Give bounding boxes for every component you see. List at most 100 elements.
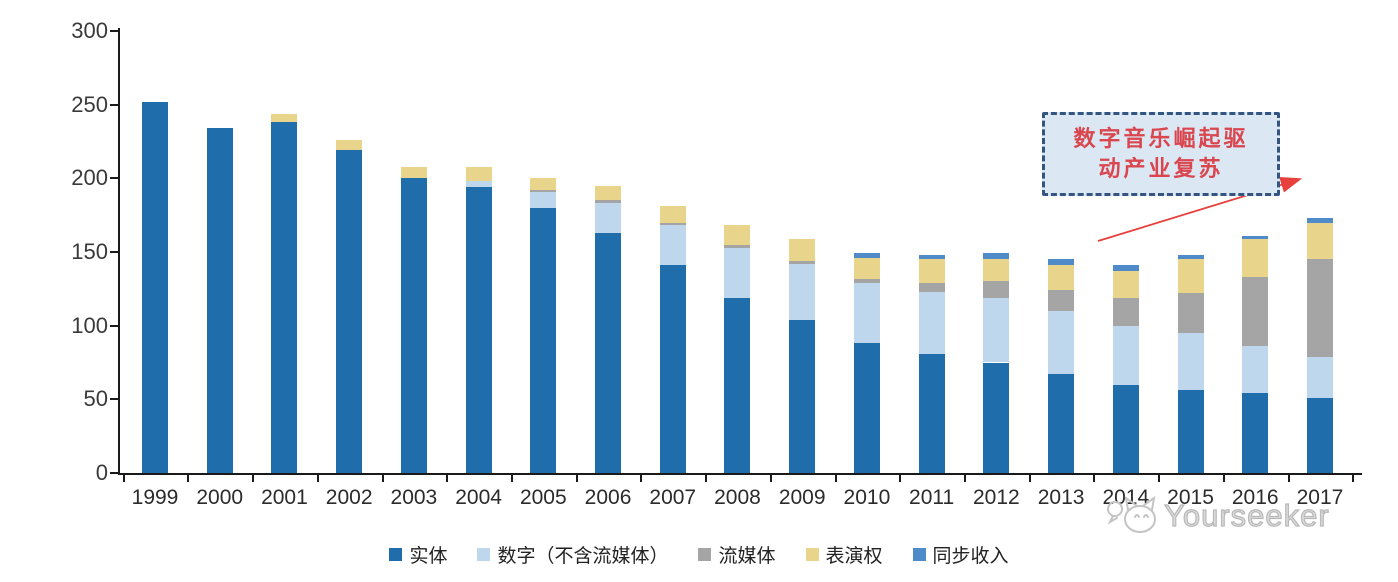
bar-segment-2016: [1242, 277, 1269, 347]
legend-item: 数字（不含流媒体）: [477, 541, 668, 568]
legend-label: 流媒体: [718, 546, 776, 567]
legend-label: 实体: [409, 546, 448, 567]
x-axis-tick: [187, 474, 190, 482]
legend-label: 同步收入: [932, 546, 1009, 567]
bar-segment-2014: [1112, 384, 1139, 473]
bar-segment-2000: [206, 128, 233, 473]
bar-segment-2015: [1177, 390, 1204, 473]
x-axis-label-2001: 2001: [261, 486, 308, 509]
annotation-line-2: 动产业复苏: [1098, 156, 1224, 181]
bar-segment-2005: [530, 191, 557, 208]
legend-item: 同步收入: [912, 541, 1009, 568]
bar-segment-2015: [1177, 293, 1204, 334]
bar-segment-2011: [918, 291, 945, 354]
y-axis-tick-label: 50: [83, 386, 108, 412]
bar-segment-2013: [1048, 290, 1075, 311]
bar-segment-2008: [724, 244, 751, 248]
x-axis-label-2017: 2017: [1296, 486, 1344, 509]
legend-swatch-icon: [805, 548, 819, 561]
bar-segment-2009: [789, 319, 816, 473]
x-axis-tick: [1028, 474, 1031, 482]
watermark: Yourseeker: [1104, 494, 1330, 538]
bar-segment-2009: [789, 260, 816, 264]
bar-segment-2016: [1242, 238, 1269, 278]
x-axis-tick: [769, 474, 772, 482]
x-axis-tick: [1093, 474, 1096, 482]
legend-swatch-icon: [389, 548, 403, 561]
bar-segment-2012: [983, 362, 1010, 473]
watermark-text: Yourseeker: [1163, 497, 1330, 533]
x-axis-tick: [446, 474, 449, 482]
legend-item: 流媒体: [698, 541, 776, 568]
bar-segment-2010: [853, 343, 880, 473]
bar-segment-2007: [659, 265, 686, 473]
x-axis-tick: [1352, 474, 1355, 482]
x-axis-label-2012: 2012: [973, 486, 1020, 509]
bar-segment-2007: [659, 222, 686, 226]
y-axis-tick-label: 0: [95, 460, 108, 485]
x-axis-label-2008: 2008: [714, 486, 761, 509]
x-axis-tick: [122, 474, 125, 482]
bar-segment-2002: [336, 150, 363, 473]
bar-segment-2013: [1048, 310, 1075, 375]
x-axis-label-2005: 2005: [519, 486, 567, 509]
bar-segment-2004: [465, 181, 492, 188]
bar-segment-2011: [918, 259, 945, 283]
bar-segment-2012: [983, 253, 1010, 260]
x-axis-tick: [899, 474, 902, 482]
bar-segment-2017: [1306, 397, 1333, 473]
bar-segment-2006: [595, 203, 622, 233]
bar-segment-2007: [659, 225, 686, 266]
bar-segment-2005: [530, 207, 557, 473]
y-axis-tick: [110, 472, 119, 474]
bar-segment-2010: [853, 253, 880, 258]
bar-segment-2015: [1177, 254, 1204, 260]
bar-segment-2003: [400, 166, 427, 179]
x-axis-tick: [964, 474, 966, 482]
x-axis-label-1999: 1999: [131, 486, 179, 509]
x-axis-label-2010: 2010: [843, 486, 891, 509]
x-axis-tick: [1222, 474, 1225, 482]
bar-segment-2017: [1306, 259, 1333, 357]
legend-label: 数字（不含流媒体）: [497, 546, 669, 567]
bar-segment-2008: [724, 225, 751, 245]
bar-segment-2011: [918, 353, 945, 473]
y-axis-tick-label: 150: [71, 239, 108, 264]
bar-segment-2016: [1242, 235, 1269, 239]
bar-segment-2017: [1306, 222, 1333, 260]
y-axis-tick-label: 100: [71, 312, 108, 338]
x-axis-label-2004: 2004: [455, 486, 502, 509]
x-axis-label-2000: 2000: [196, 486, 244, 509]
chart-legend: 实体 数字（不含流媒体） 流媒体 表演权 同步收入: [0, 541, 1398, 568]
bar-segment-2014: [1112, 297, 1139, 326]
y-axis-tick: [110, 251, 119, 253]
legend-swatch-icon: [912, 548, 926, 561]
x-axis-label-2003: 2003: [390, 486, 438, 509]
bar-segment-2016: [1242, 393, 1269, 473]
bar-segment-2013: [1048, 259, 1075, 266]
bar-segment-2008: [724, 247, 751, 298]
bar-segment-2004: [465, 166, 492, 182]
y-axis-tick: [110, 30, 119, 32]
x-axis-label-2007: 2007: [649, 486, 697, 509]
x-axis-tick: [705, 474, 708, 482]
legend-item: 实体: [389, 541, 447, 568]
bar-segment-2017: [1306, 356, 1333, 398]
cat-face-logo-icon: [1107, 495, 1156, 533]
bar-segment-2009: [789, 263, 816, 320]
bar-segment-2013: [1048, 374, 1075, 473]
bar-segment-2008: [724, 297, 751, 473]
x-axis-tick: [1158, 474, 1161, 482]
x-axis-tick: [834, 474, 837, 482]
y-axis-tick: [110, 177, 119, 180]
bar-segment-2006: [595, 200, 622, 204]
bar-segment-2010: [853, 278, 880, 283]
bar-segment-2014: [1112, 325, 1139, 385]
x-axis-label-2002: 2002: [325, 486, 373, 509]
y-axis-tick-label: 300: [71, 18, 108, 43]
legend-swatch-icon: [477, 548, 491, 561]
legend-label: 表演权: [825, 546, 883, 567]
legend-swatch-icon: [698, 548, 712, 561]
annotation-callout: 数字音乐崛起驱 动产业复苏: [1042, 112, 1280, 196]
